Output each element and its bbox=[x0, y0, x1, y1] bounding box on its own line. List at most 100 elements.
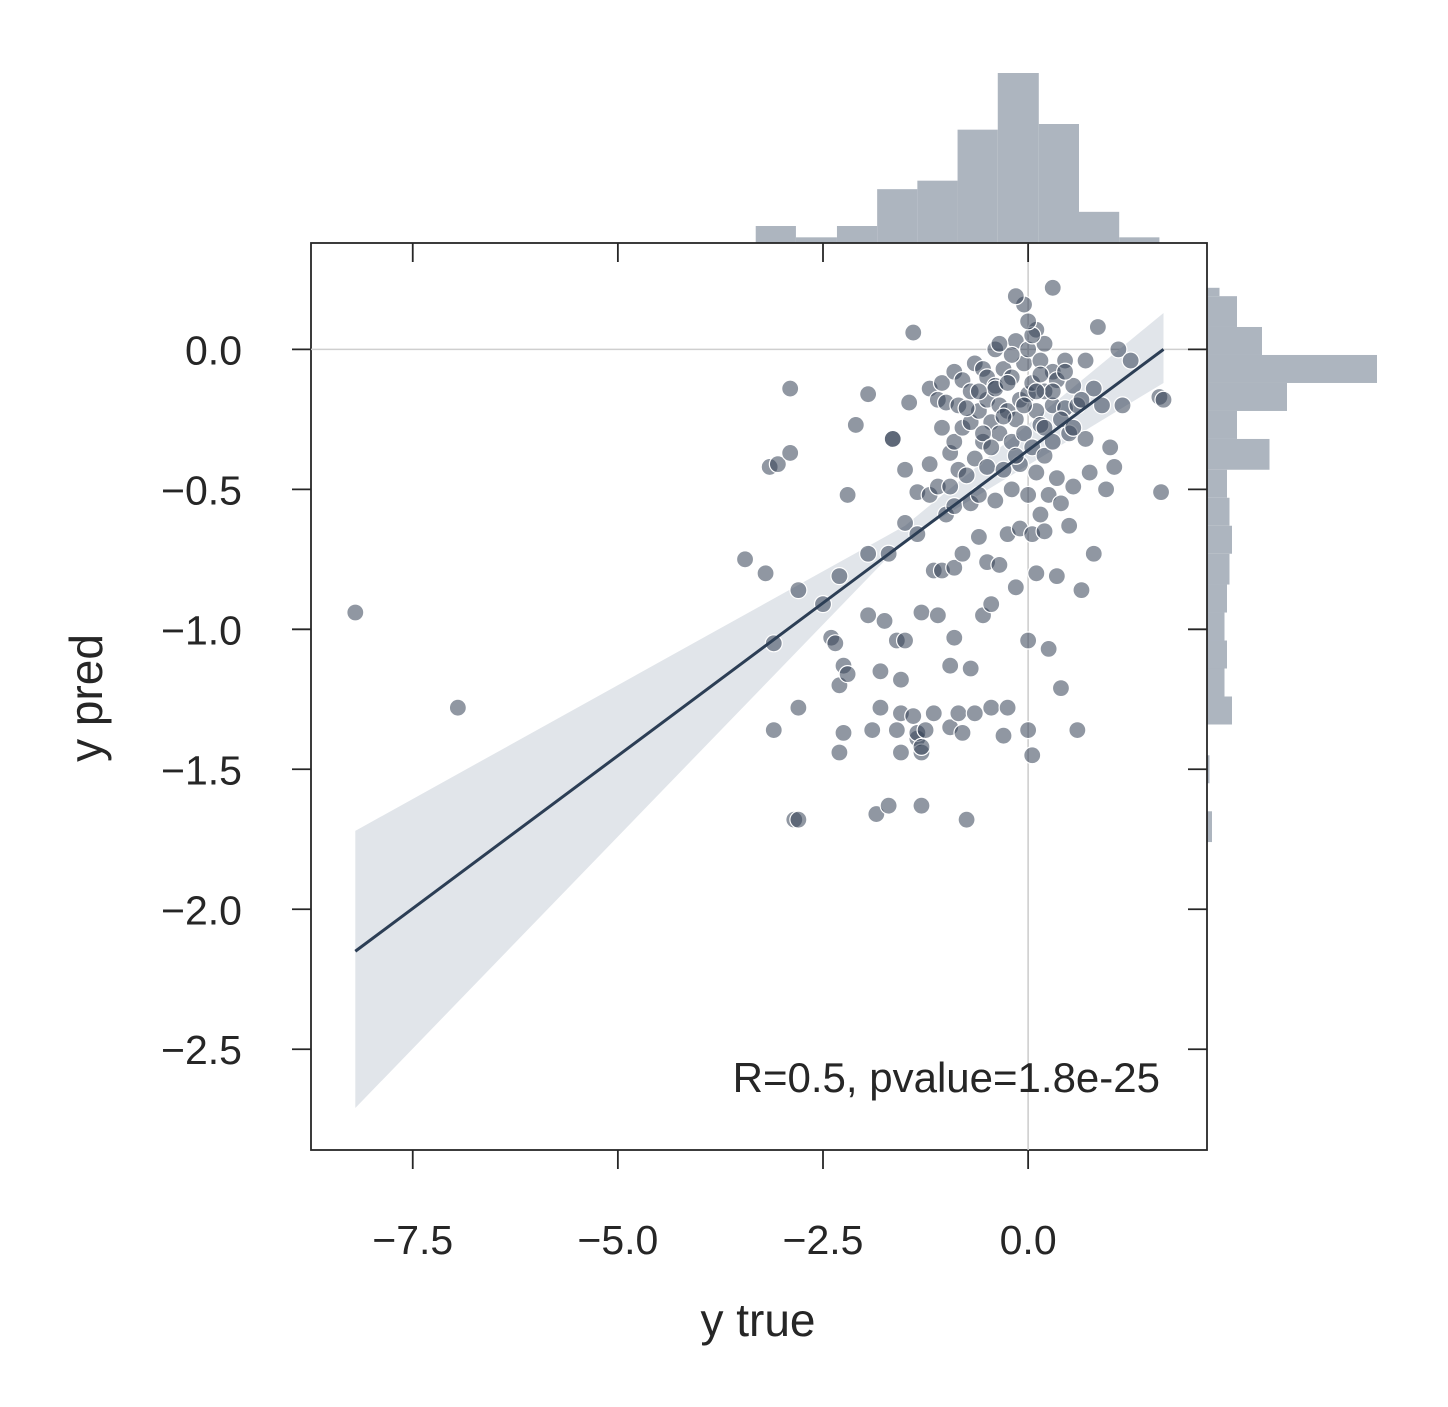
scatter-point bbox=[969, 382, 988, 401]
scatter-point bbox=[928, 606, 947, 625]
y-histogram-bar bbox=[1207, 553, 1230, 585]
scatter-point bbox=[448, 698, 467, 717]
scatter-point bbox=[826, 634, 845, 653]
regression-line-group bbox=[354, 348, 1165, 953]
y-tick-label: −1.5 bbox=[161, 747, 242, 793]
y-axis-label: y pred bbox=[60, 634, 112, 762]
scatter-point bbox=[1105, 457, 1124, 477]
scatter-point bbox=[920, 455, 939, 474]
x-marginal-histogram bbox=[755, 73, 1160, 243]
axis-ticks: −7.5 −5.0 −2.5 0.0 0.0 −0.5 −1.0 −1.5 −2.0 −2.5 bbox=[161, 243, 1207, 1263]
scatter-point bbox=[932, 373, 952, 393]
scatter-point bbox=[1014, 424, 1034, 443]
y-tick-label: −2.0 bbox=[161, 887, 242, 933]
scatter-point bbox=[830, 743, 849, 762]
scatter-point bbox=[904, 706, 923, 726]
scatter-point bbox=[945, 558, 964, 577]
scatter-point bbox=[912, 796, 931, 815]
scatter-point bbox=[941, 656, 960, 675]
scatter-point bbox=[830, 567, 849, 586]
scatter-points bbox=[346, 278, 1173, 829]
scatter-point bbox=[941, 477, 960, 496]
x-tick-label: −5.0 bbox=[577, 1217, 658, 1263]
scatter-point bbox=[957, 810, 976, 829]
x-histogram-bar bbox=[877, 189, 918, 243]
y-histogram-bar bbox=[1207, 326, 1262, 355]
scatter-point bbox=[859, 606, 878, 625]
y-histogram-bar bbox=[1207, 382, 1287, 411]
y-histogram-bar bbox=[1207, 469, 1227, 498]
scatter-point bbox=[1002, 480, 1021, 499]
scatter-point bbox=[900, 393, 919, 412]
scatter-point bbox=[1113, 396, 1132, 415]
x-tick-label: −7.5 bbox=[372, 1217, 453, 1263]
scatter-point bbox=[891, 670, 911, 689]
scatter-point bbox=[781, 379, 800, 398]
scatter-point bbox=[1043, 278, 1062, 297]
x-histogram-bar bbox=[836, 226, 878, 243]
scatter-point bbox=[1051, 494, 1071, 513]
scatter-point bbox=[945, 628, 964, 647]
scatter-point bbox=[1047, 469, 1066, 488]
scatter-point bbox=[1035, 446, 1054, 465]
scatter-point bbox=[1055, 362, 1075, 381]
scatter-point bbox=[895, 460, 915, 479]
scatter-point bbox=[1019, 485, 1038, 505]
scatter-point bbox=[1088, 317, 1107, 337]
scatter-point bbox=[756, 564, 775, 583]
scatter-point bbox=[912, 603, 931, 622]
scatter-point bbox=[957, 466, 976, 485]
scatter-point bbox=[1006, 287, 1025, 306]
y-tick-label: −0.5 bbox=[161, 467, 242, 513]
scatter-point bbox=[1064, 477, 1083, 496]
scatter-point bbox=[969, 485, 988, 505]
scatter-point bbox=[871, 698, 890, 717]
y-histogram-bar bbox=[1207, 668, 1225, 697]
scatter-point bbox=[1051, 679, 1071, 698]
scatter-point bbox=[990, 555, 1009, 575]
y-histogram-bar bbox=[1207, 755, 1210, 784]
y-histogram-bar bbox=[1207, 438, 1270, 470]
y-histogram-bar bbox=[1207, 296, 1237, 327]
x-histogram-bar bbox=[755, 226, 796, 243]
scatter-point bbox=[957, 399, 976, 418]
scatter-point bbox=[1023, 746, 1042, 765]
scatter-point bbox=[924, 704, 943, 723]
x-tick-label: 0.0 bbox=[1000, 1217, 1057, 1263]
x-axis-label: y true bbox=[700, 1294, 815, 1346]
x-histogram-bar bbox=[795, 237, 837, 243]
y-histogram-bar bbox=[1207, 612, 1225, 641]
scatter-point bbox=[1060, 516, 1079, 535]
x-histogram-bar bbox=[1119, 237, 1160, 243]
scatter-point bbox=[1019, 312, 1038, 331]
scatter-point bbox=[838, 485, 857, 505]
scatter-point bbox=[789, 698, 808, 717]
scatter-point bbox=[789, 810, 808, 829]
scatter-point bbox=[1006, 578, 1025, 597]
scatter-point bbox=[990, 334, 1009, 353]
scatter-point bbox=[781, 443, 800, 463]
scatter-point bbox=[982, 438, 1001, 457]
x-histogram-bar bbox=[917, 180, 958, 243]
scatter-point bbox=[1084, 544, 1103, 563]
scatter-point bbox=[1035, 522, 1054, 541]
scatter-point bbox=[871, 662, 890, 681]
scatter-point bbox=[764, 634, 783, 653]
x-tick-label: −2.5 bbox=[783, 1217, 864, 1263]
scatter-point bbox=[1101, 438, 1120, 457]
scatter-point bbox=[1027, 463, 1046, 482]
scatter-point bbox=[945, 432, 964, 451]
y-histogram-bar bbox=[1207, 640, 1227, 669]
y-marginal-histogram bbox=[1207, 287, 1377, 843]
y-histogram-bar bbox=[1207, 811, 1212, 843]
scatter-point bbox=[859, 385, 878, 404]
y-tick-label: −2.5 bbox=[161, 1027, 242, 1073]
scatter-point bbox=[994, 726, 1013, 745]
scatter-point bbox=[846, 415, 865, 435]
scatter-point bbox=[965, 704, 984, 723]
scatter-point bbox=[986, 491, 1005, 510]
scatter-point bbox=[953, 544, 972, 563]
scatter-point bbox=[1031, 365, 1050, 384]
scatter-point bbox=[1109, 340, 1128, 359]
scatter-point bbox=[887, 720, 906, 740]
